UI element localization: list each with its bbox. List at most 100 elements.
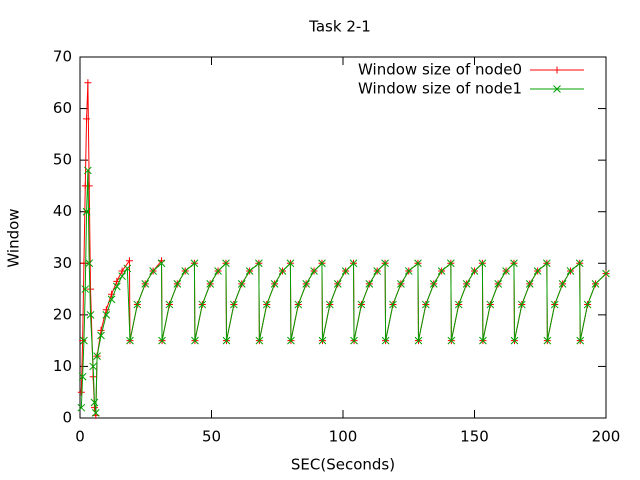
data-point bbox=[81, 285, 90, 293]
data-point bbox=[84, 166, 92, 175]
data-point bbox=[437, 267, 446, 275]
data-point bbox=[118, 272, 126, 281]
x-tick-label: 100 bbox=[329, 428, 358, 446]
x-tick-label: 200 bbox=[592, 428, 621, 446]
data-point bbox=[198, 300, 207, 309]
data-point bbox=[510, 259, 518, 268]
data-point bbox=[254, 259, 263, 268]
data-point bbox=[421, 300, 430, 309]
y-tick-label: 50 bbox=[53, 151, 72, 169]
legend-marker bbox=[553, 66, 561, 74]
data-point bbox=[230, 300, 238, 309]
data-point bbox=[341, 267, 350, 275]
data-point bbox=[429, 280, 438, 288]
data-point bbox=[84, 79, 92, 87]
data-point bbox=[80, 259, 88, 267]
data-point bbox=[486, 300, 495, 309]
data-point bbox=[222, 259, 230, 268]
data-point bbox=[278, 267, 287, 275]
data-point bbox=[80, 336, 88, 345]
series-line bbox=[80, 170, 607, 413]
data-point bbox=[123, 264, 132, 273]
data-point bbox=[302, 280, 311, 288]
data-point bbox=[447, 336, 456, 345]
data-point bbox=[82, 207, 91, 216]
data-point bbox=[79, 337, 87, 345]
data-point bbox=[576, 336, 585, 345]
data-point bbox=[397, 280, 405, 288]
data-point bbox=[158, 336, 166, 345]
data-point bbox=[85, 259, 94, 268]
data-point bbox=[190, 259, 199, 268]
data-point bbox=[470, 267, 479, 275]
x-tick-label: 50 bbox=[202, 428, 221, 446]
data-point bbox=[502, 267, 510, 275]
data-point bbox=[510, 336, 519, 345]
data-point bbox=[125, 257, 133, 265]
data-point bbox=[87, 285, 95, 293]
data-point bbox=[287, 336, 295, 345]
data-point bbox=[214, 267, 222, 275]
data-point bbox=[102, 311, 111, 319]
data-point bbox=[381, 336, 390, 345]
data-point bbox=[149, 267, 157, 275]
y-tick-label: 0 bbox=[62, 409, 72, 427]
data-point bbox=[325, 300, 334, 309]
data-point bbox=[85, 182, 93, 190]
data-point bbox=[78, 372, 87, 381]
y-tick-label: 20 bbox=[53, 305, 72, 323]
data-point bbox=[462, 280, 471, 288]
data-point bbox=[89, 362, 98, 371]
data-point bbox=[222, 336, 231, 345]
data-point bbox=[454, 300, 463, 309]
x-tick-label: 0 bbox=[75, 428, 85, 446]
data-point bbox=[602, 269, 610, 278]
data-point bbox=[318, 336, 327, 345]
data-point bbox=[157, 259, 166, 268]
series-line bbox=[80, 82, 607, 416]
data-point bbox=[550, 300, 559, 309]
data-point bbox=[414, 259, 422, 268]
data-point bbox=[191, 336, 199, 345]
data-point bbox=[543, 336, 552, 345]
y-tick-label: 40 bbox=[53, 202, 72, 220]
x-tick-label: 150 bbox=[460, 428, 489, 446]
data-point bbox=[77, 388, 85, 396]
data-point bbox=[126, 336, 134, 345]
data-point bbox=[262, 300, 271, 309]
plot-frame bbox=[79, 56, 607, 419]
y-tick-label: 30 bbox=[53, 254, 72, 272]
data-point bbox=[533, 267, 542, 275]
data-point bbox=[373, 267, 382, 275]
data-point bbox=[349, 259, 358, 268]
data-point bbox=[86, 311, 95, 319]
data-point bbox=[102, 306, 110, 314]
data-point bbox=[365, 280, 374, 288]
legend-label: Window size of node0 bbox=[358, 61, 522, 79]
y-axis-label: Window bbox=[5, 208, 23, 267]
data-point bbox=[310, 267, 318, 275]
legend-label: Window size of node1 bbox=[358, 80, 522, 98]
y-tick-label: 60 bbox=[53, 99, 72, 117]
data-point bbox=[525, 280, 534, 288]
data-point bbox=[255, 336, 264, 345]
data-point bbox=[237, 280, 246, 288]
data-point bbox=[494, 280, 503, 288]
data-point bbox=[141, 280, 150, 288]
data-point bbox=[165, 300, 174, 309]
data-point bbox=[91, 408, 100, 417]
data-point bbox=[350, 336, 358, 345]
data-point bbox=[286, 259, 295, 268]
data-point bbox=[478, 259, 487, 268]
y-tick-label: 70 bbox=[53, 48, 72, 66]
data-point bbox=[206, 280, 215, 288]
data-point bbox=[112, 282, 121, 291]
data-point bbox=[566, 267, 575, 275]
data-point bbox=[270, 280, 279, 288]
data-point bbox=[90, 398, 99, 407]
legend-marker bbox=[553, 85, 561, 93]
data-point bbox=[591, 280, 600, 288]
data-point bbox=[414, 336, 423, 345]
